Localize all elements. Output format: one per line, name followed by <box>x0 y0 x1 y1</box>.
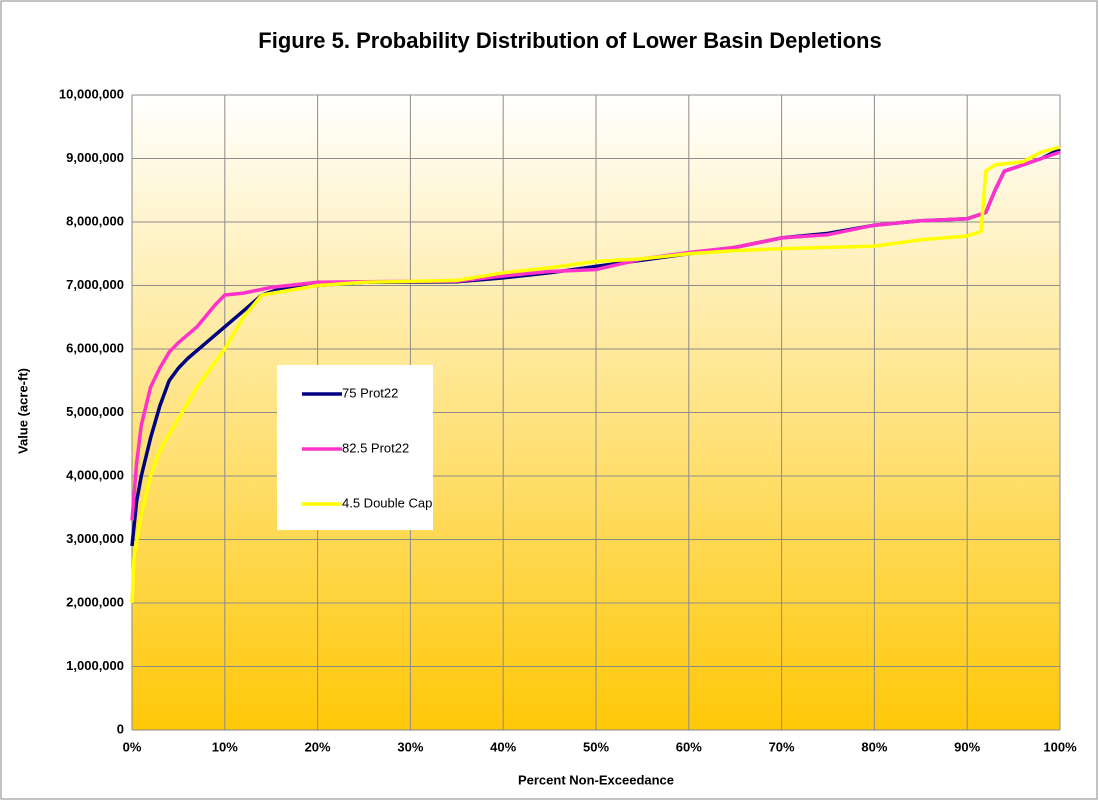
y-tick-label: 4,000,000 <box>66 467 124 482</box>
y-axis-label: Value (acre-ft) <box>15 368 30 454</box>
x-tick-label: 100% <box>1043 739 1077 754</box>
y-tick-label: 9,000,000 <box>66 150 124 165</box>
x-tick-label: 80% <box>861 739 887 754</box>
y-tick-label: 0 <box>117 721 124 736</box>
x-tick-label: 70% <box>769 739 795 754</box>
x-tick-label: 0% <box>123 739 142 754</box>
y-tick-label: 1,000,000 <box>66 658 124 673</box>
y-tick-label: 6,000,000 <box>66 340 124 355</box>
legend-label: 75 Prot22 <box>342 385 398 400</box>
y-tick-label: 3,000,000 <box>66 531 124 546</box>
legend-label: 4.5 Double Cap <box>342 495 432 510</box>
x-axis-label: Percent Non-Exceedance <box>518 772 674 787</box>
lines <box>130 145 1061 604</box>
legend-entries: 75 Prot22 82.5 Prot22 4.5 Double Cap <box>302 385 432 510</box>
series-line <box>130 145 1061 604</box>
x-tick-label: 20% <box>305 739 331 754</box>
x-tick-label: 40% <box>490 739 516 754</box>
chart-title: Figure 5. Probability Distribution of Lo… <box>258 28 881 53</box>
x-tick-label: 60% <box>676 739 702 754</box>
y-tick-label: 10,000,000 <box>59 86 124 101</box>
x-tick-label: 50% <box>583 739 609 754</box>
legend-label: 82.5 Prot22 <box>342 440 409 455</box>
x-tick-label: 10% <box>212 739 238 754</box>
y-tick-label: 5,000,000 <box>66 404 124 419</box>
y-tick-label: 2,000,000 <box>66 594 124 609</box>
x-tick-label: 30% <box>397 739 423 754</box>
x-tick-label: 90% <box>954 739 980 754</box>
y-tick-label: 8,000,000 <box>66 213 124 228</box>
y-tick-label: 7,000,000 <box>66 277 124 292</box>
